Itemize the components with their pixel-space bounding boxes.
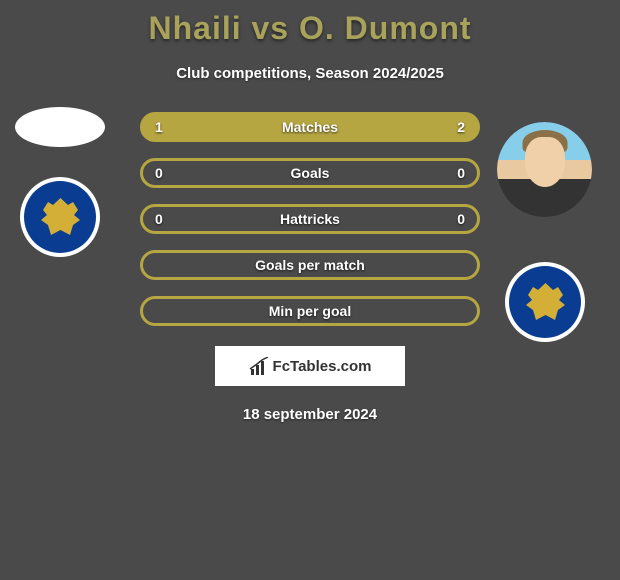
stat-label: Matches [282,119,338,135]
eagle-icon [518,275,573,330]
stat-label: Goals per match [255,257,365,273]
stat-row-goals-per-match: Goals per match [140,250,480,280]
player-photo-right [497,122,592,217]
date-text: 18 september 2024 [0,406,620,423]
stat-label: Goals [291,165,330,181]
stat-row-hattricks: 0 Hattricks 0 [140,204,480,234]
club-badge-right [505,262,585,342]
club-badge-left [20,177,100,257]
stat-left-value: 0 [155,165,163,181]
stat-left-value: 1 [155,119,163,135]
player-photo-left [15,107,105,147]
stat-left-value: 0 [155,211,163,227]
watermark-text: FcTables.com [273,358,372,375]
stat-label: Min per goal [269,303,351,319]
subtitle: Club competitions, Season 2024/2025 [0,65,620,82]
stat-label: Hattricks [280,211,340,227]
stat-right-value: 0 [457,165,465,181]
comparison-area: 1 Matches 2 0 Goals 0 0 Hattricks 0 Goal… [0,112,620,423]
page-title: Nhaili vs O. Dumont [0,0,620,47]
chart-icon [249,357,269,375]
watermark: FcTables.com [215,346,405,386]
stat-row-goals: 0 Goals 0 [140,158,480,188]
stats-container: 1 Matches 2 0 Goals 0 0 Hattricks 0 Goal… [140,112,480,326]
stat-row-min-per-goal: Min per goal [140,296,480,326]
stat-right-value: 0 [457,211,465,227]
stat-right-value: 2 [457,119,465,135]
stat-row-matches: 1 Matches 2 [140,112,480,142]
eagle-icon [33,190,88,245]
